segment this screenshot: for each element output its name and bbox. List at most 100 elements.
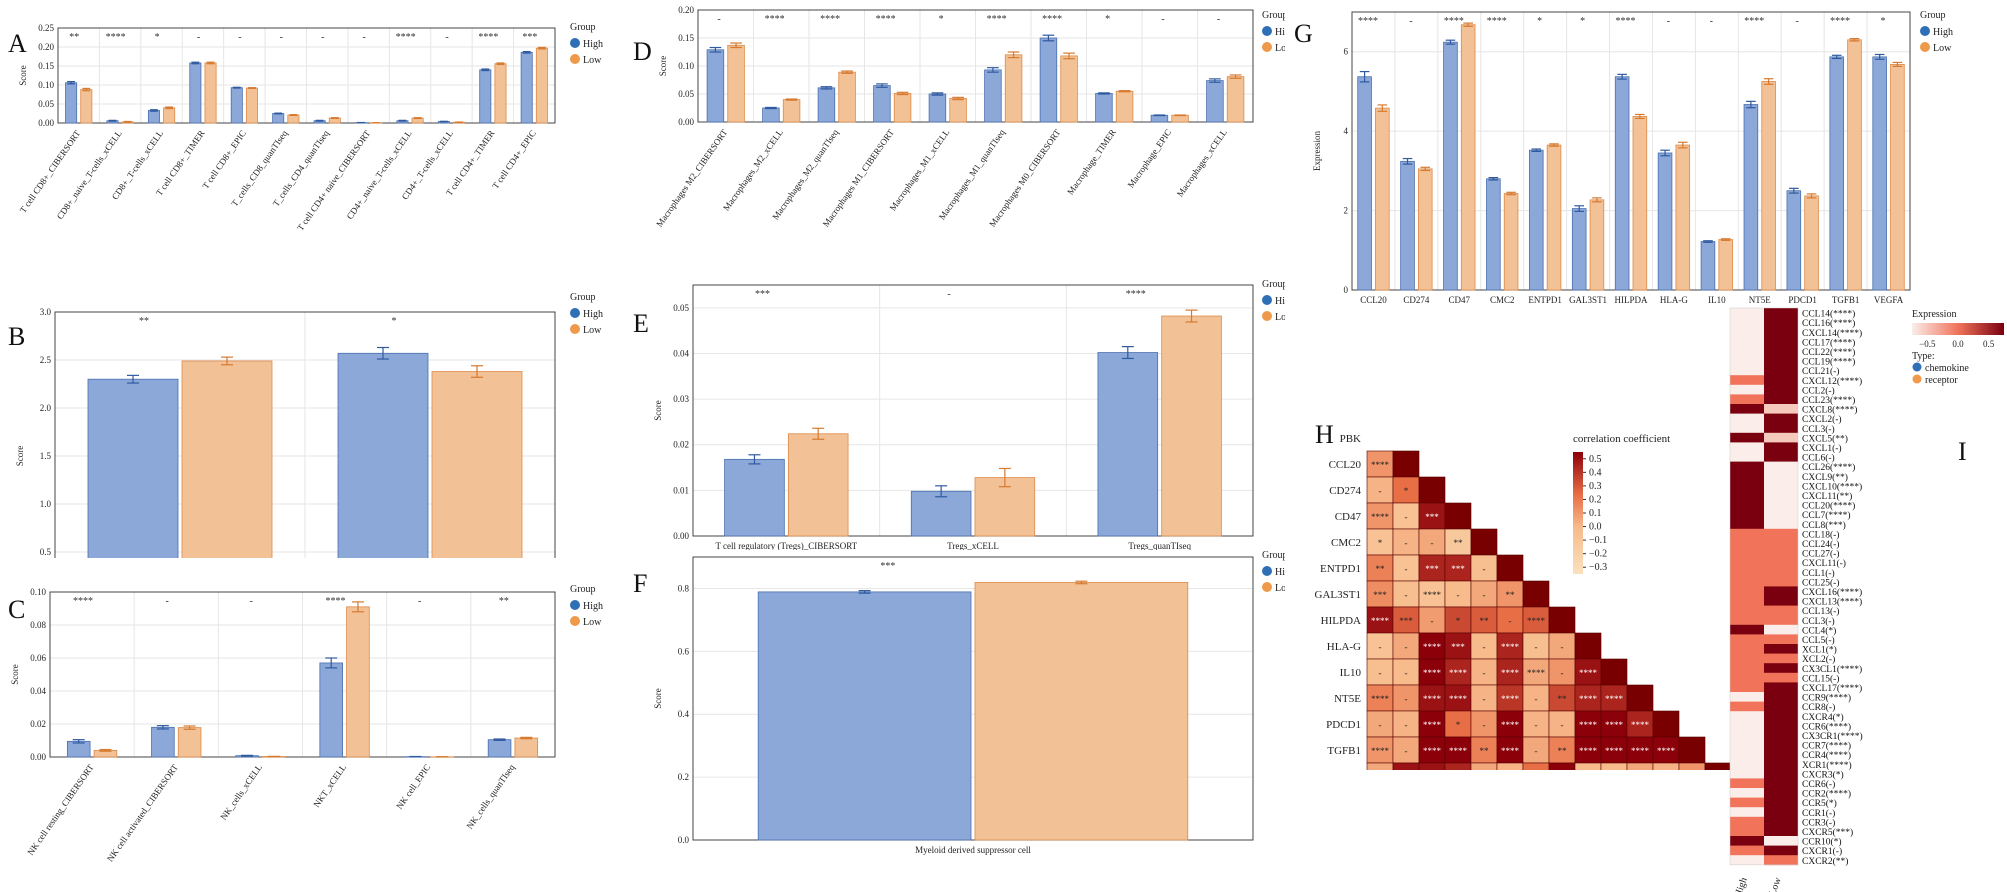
chemokine-label: CXCL13(****) [1802, 597, 1862, 608]
significance-label: - [250, 596, 253, 607]
chemokine-label: CCR10(*) [1802, 837, 1842, 848]
expression-cell [1764, 672, 1798, 683]
expression-cell [1730, 605, 1764, 616]
expression-cell [1730, 308, 1764, 318]
bar-high [151, 726, 175, 758]
heatmap-cell [1496, 554, 1524, 582]
heatmap-star: ** [1480, 616, 1490, 626]
significance-label: - [1710, 16, 1713, 27]
expression-cell [1764, 624, 1798, 635]
expression-cell [1730, 365, 1764, 376]
heatmap-star: **** [1449, 694, 1468, 704]
expression-cell [1730, 663, 1764, 674]
bar-low [1589, 199, 1605, 291]
heatmap-cell [1704, 762, 1732, 770]
chemokine-label: CXCL10(****) [1802, 481, 1862, 492]
significance-label: - [445, 32, 448, 43]
x-tick-label: HLA-G [1660, 295, 1688, 305]
expression-cell [1764, 500, 1798, 510]
expression-cell [1730, 836, 1764, 846]
heatmap-star: **** [1579, 746, 1598, 756]
significance-label: - [1796, 16, 1799, 27]
expression-cell [1764, 826, 1798, 837]
bar-high [65, 82, 78, 124]
heatmap-star: ** [1506, 590, 1516, 600]
chemokine-label: CXCR4(*) [1802, 712, 1844, 723]
expression-cell [1764, 711, 1798, 722]
significance-label: **** [1744, 16, 1764, 27]
heatmap-cell [1548, 684, 1576, 712]
x-tick-label: NK cell activated_CIBERSORT [105, 762, 180, 864]
colorbar-tick-label: 0.0 [1589, 522, 1602, 533]
heatmap-cell [1444, 528, 1472, 556]
chemokine-label: CXCL11(-) [1802, 558, 1846, 569]
expression-cell [1764, 634, 1798, 645]
legend-low-label: Low [1275, 583, 1285, 594]
x-tick-label: Macrophages M2_CIBERSORT [654, 127, 729, 229]
bar-high [479, 69, 492, 124]
heatmap-star: - [1405, 538, 1408, 548]
expression-cell [1730, 500, 1764, 510]
bar-high [1095, 93, 1113, 123]
expression-cell [1730, 596, 1764, 606]
x-tick-label: T cell CD4+_EPIC [490, 128, 538, 190]
x-tick-label: CCL20 [1360, 295, 1387, 305]
y-tick-label: 2 [1344, 206, 1349, 216]
expression-cell [1730, 528, 1764, 539]
bar-high [1743, 104, 1759, 291]
significance-label: *** [522, 32, 537, 43]
legend-title: Group [1920, 10, 1946, 21]
legend-low-marker [570, 324, 580, 334]
y-tick-label: 0.05 [678, 89, 694, 99]
significance-label: **** [106, 32, 126, 43]
heatmap-cell [1418, 632, 1446, 660]
expression-cell [1764, 528, 1798, 539]
expression-cell [1764, 576, 1798, 587]
heatmap-star: **** [1371, 616, 1390, 626]
bar-low [782, 99, 801, 123]
significance-label: - [418, 596, 421, 607]
chemokine-label: CCL17(****) [1802, 337, 1855, 348]
expression-cell [1764, 778, 1798, 789]
significance-label: **** [1830, 16, 1850, 27]
chemokine-label: CCL6(-) [1802, 453, 1835, 464]
chemokine-label: CCL4(*) [1802, 625, 1836, 636]
chemokine-label: CCL25(-) [1802, 577, 1839, 588]
chemokine-label: CCR1(-) [1802, 808, 1835, 819]
expression-cell [1764, 701, 1798, 712]
heatmap-cell [1392, 528, 1420, 556]
heatmap-cell [1418, 684, 1446, 712]
bar-low [1115, 90, 1134, 123]
heatmap-star: - [1483, 720, 1486, 730]
x-tick-label: Tregs_quanTIseq [1128, 541, 1191, 550]
bar-high [762, 107, 780, 123]
heatmap-cell [1470, 658, 1498, 686]
plot-frame [1351, 11, 1911, 291]
bar-low [1004, 54, 1023, 123]
expression-cell [1730, 442, 1764, 453]
heatmap-star: - [1561, 668, 1564, 678]
expression-cell [1730, 672, 1764, 683]
x-tick-label: Macrophages_M1_quanTIseq [937, 127, 1007, 222]
significance-label: **** [1042, 14, 1062, 25]
expression-cell [1730, 644, 1764, 654]
heatmap-cell [1652, 762, 1680, 770]
expression-cell [1764, 490, 1798, 501]
legend-title: Group [1262, 279, 1285, 290]
expression-cell [1730, 432, 1764, 443]
expression-cell [1764, 461, 1798, 472]
gene-label: TGFB1 [1327, 745, 1361, 757]
heatmap-cell [1548, 632, 1576, 660]
heatmap-cell [1366, 502, 1394, 530]
bar-low [1546, 144, 1562, 291]
bar-high [1571, 208, 1587, 291]
bar-high [1829, 56, 1845, 291]
chemokine-label: CXCL12(****) [1802, 376, 1862, 387]
heatmap-cell [1574, 762, 1602, 770]
heatmap-star: ** [1376, 564, 1386, 574]
colorbar-tick-label: −0.1 [1589, 535, 1607, 546]
heatmap-cell [1470, 736, 1498, 764]
y-tick-label: 0.00 [678, 117, 694, 127]
y-tick-label: 1.5 [40, 451, 52, 461]
bar-high [873, 85, 891, 123]
